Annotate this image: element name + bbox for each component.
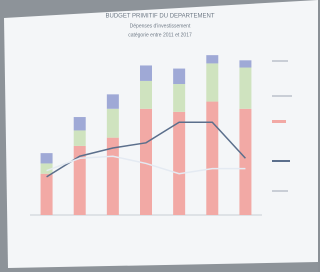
legend-placeholder bbox=[272, 95, 292, 97]
chart-subtitle: Dépenses d'investissement bbox=[130, 23, 191, 29]
page: {"chart_data": {"type": "stacked-bar", "… bbox=[0, 0, 320, 272]
bar-segment bbox=[74, 117, 86, 130]
legend-placeholder bbox=[272, 60, 288, 62]
bar-segment bbox=[173, 112, 185, 215]
bar-segment bbox=[206, 63, 218, 101]
bar-segment bbox=[239, 109, 251, 215]
bar-segment bbox=[140, 65, 152, 80]
legend-placeholder bbox=[272, 120, 286, 123]
bar-segment bbox=[206, 55, 218, 63]
bar-segment bbox=[173, 84, 185, 112]
bar-segment bbox=[239, 68, 251, 109]
chart: BUDGET PRIMITIF DU DEPARTEMENT Dépenses … bbox=[0, 0, 318, 272]
bar-segment bbox=[239, 60, 251, 67]
bar-segment bbox=[41, 174, 53, 215]
bar-segment bbox=[41, 153, 53, 163]
bar-segment bbox=[107, 109, 119, 138]
legend-placeholder bbox=[272, 190, 288, 192]
chart-subtitle: catégorie entre 2011 et 2017 bbox=[128, 32, 192, 38]
legend-placeholder bbox=[272, 160, 290, 162]
bar-segment bbox=[173, 69, 185, 84]
bar-segment bbox=[140, 81, 152, 109]
chart-title: BUDGET PRIMITIF DU DEPARTEMENT bbox=[105, 14, 214, 20]
bar-segment bbox=[74, 130, 86, 145]
bar-segment bbox=[107, 94, 119, 108]
bar-segment bbox=[206, 102, 218, 215]
